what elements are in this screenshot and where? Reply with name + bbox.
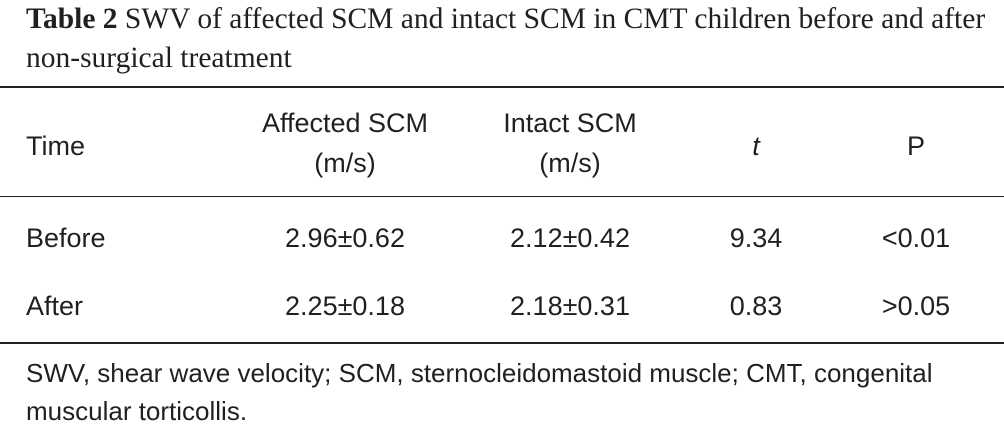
- column-header: t: [752, 131, 760, 161]
- column-header: P: [906, 131, 926, 161]
- table-label: Table 2: [26, 3, 118, 35]
- table-cell: <0.01: [881, 223, 951, 253]
- bottom-rule: [0, 342, 1004, 344]
- header-rule: [0, 196, 1004, 197]
- row-label: After: [26, 291, 84, 321]
- column-header: Time: [26, 131, 85, 161]
- table-title: SWV of affected SCM and intact SCM in CM…: [26, 3, 986, 74]
- top-rule: [0, 86, 1004, 88]
- table-cell: 9.34: [729, 223, 783, 253]
- row-label: Before: [26, 223, 106, 253]
- table-cell: 2.96±0.62: [285, 223, 405, 253]
- table-cell: >0.05: [881, 291, 951, 321]
- table-cell: 2.12±0.42: [510, 223, 630, 253]
- table-caption: Table 2 SWV of affected SCM and intact S…: [26, 0, 1001, 78]
- column-unit: (m/s): [539, 148, 601, 178]
- footnote: SWV, shear wave velocity; SCM, sternocle…: [26, 358, 933, 426]
- table-cell: 0.83: [729, 291, 783, 321]
- column-unit: (m/s): [314, 148, 376, 178]
- column-header: Intact SCM: [503, 108, 637, 138]
- table-cell: 2.25±0.18: [285, 291, 405, 321]
- column-header: Affected SCM: [261, 108, 429, 138]
- table-cell: 2.18±0.31: [510, 291, 630, 321]
